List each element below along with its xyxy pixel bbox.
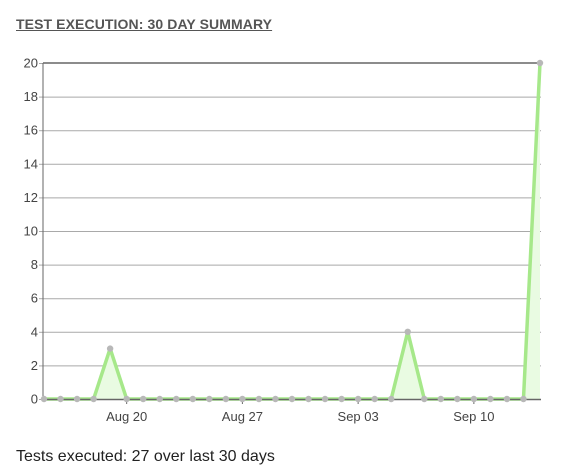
data-point-2018-08-17 [73,395,81,403]
grid-layer [43,96,541,367]
data-point-2018-09-13 [520,395,527,403]
data-point-2018-09-03 [354,395,362,403]
tests-executed-summary: Tests executed: 27 over last 30 days [16,448,275,465]
x-tick-label-2018-08-27: Aug 27 [222,409,263,424]
y-tick-label-2: 2 [31,358,38,373]
data-point-2018-08-23 [173,395,180,403]
data-point-2018-08-20 [123,395,130,403]
y-tick-label-4: 4 [31,324,38,339]
data-point-2018-09-09 [454,395,461,403]
data-point-2018-09-08 [437,395,444,403]
data-point-2018-08-21 [140,395,147,403]
data-point-2018-09-02 [338,395,345,403]
data-point-2018-08-18 [90,395,97,403]
data-point-2018-08-25 [206,395,213,403]
data-point-2018-08-24 [189,395,196,403]
data-point-2018-09-11 [487,395,494,403]
data-point-2018-09-05 [388,395,395,403]
y-tick-label-6: 6 [31,291,38,306]
y-tick-label-12: 12 [24,190,38,205]
label-layer: 0 2 4 6 8 10 12 14 16 18 20 Aug 20 Aug 27 Sep 03 Sep 1… [24,56,495,425]
x-tick-label-2018-08-20: Aug 20 [106,409,147,424]
widget-title: TEST EXECUTION: 30 DAY SUMMARY [16,16,273,32]
data-point-2018-09-06 [404,328,411,335]
y-tick-label-20: 20 [24,56,38,71]
y-tick-label-14: 14 [24,156,38,171]
data-point-2018-08-28 [255,395,263,403]
y-tick-label-10: 10 [24,224,38,239]
data-point-2018-08-19 [106,345,114,352]
data-point-2018-09-01 [321,395,329,403]
data-point-2018-08-29 [272,395,279,403]
data-point-2018-09-14 [536,59,544,67]
x-tick-label-2018-09-10: Sep 10 [453,409,494,424]
data-point-2018-08-26 [222,395,230,403]
data-point-2018-09-10 [470,395,478,403]
y-tick-label-0: 0 [31,392,38,407]
data-point-2018-08-27 [239,395,246,403]
x-tick-label-2018-09-03: Sep 03 [338,409,379,424]
data-point-2018-08-16 [57,395,64,403]
y-tick-label-8: 8 [31,257,38,272]
data-point-2018-09-12 [503,395,511,403]
axis-layer [39,62,541,404]
point-layer [40,59,544,403]
data-point-2018-09-07 [421,395,428,403]
data-point-2018-08-22 [156,395,163,403]
data-point-2018-08-31 [305,395,312,403]
data-point-2018-09-04 [371,395,378,403]
test-execution-chart: 0 2 4 6 8 10 12 14 16 18 20 Aug 20 Aug 27 Sep 03 Sep 1… [24,56,544,425]
y-tick-label-16: 16 [24,123,38,138]
chart-svg: 0 2 4 6 8 10 12 14 16 18 20 Aug 20 Aug 27 Sep 03 Sep 1… [24,56,544,425]
data-point-2018-08-30 [288,395,296,403]
y-tick-label-18: 18 [24,89,38,104]
data-point-2018-08-15 [40,395,48,403]
